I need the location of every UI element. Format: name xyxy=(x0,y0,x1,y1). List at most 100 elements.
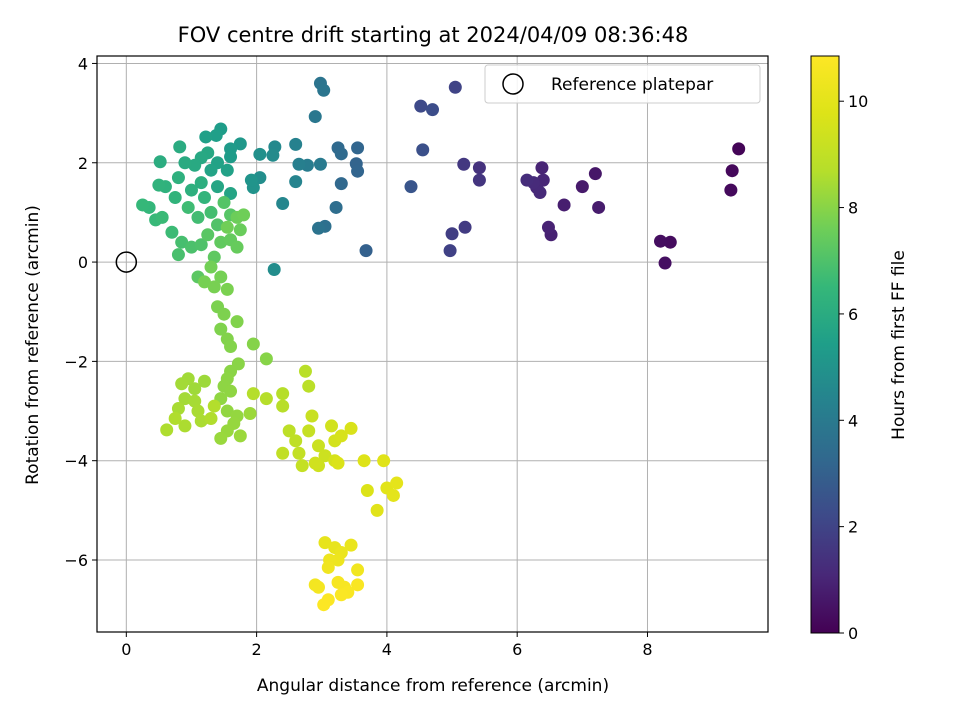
data-point xyxy=(197,275,211,289)
y-tick-label: 2 xyxy=(78,154,88,173)
data-point xyxy=(267,263,281,277)
data-point xyxy=(181,200,195,214)
data-point xyxy=(207,280,221,294)
data-point xyxy=(211,180,225,194)
x-tick-label: 6 xyxy=(512,640,522,659)
data-point xyxy=(370,503,384,517)
data-point xyxy=(313,157,327,171)
data-point xyxy=(204,205,218,219)
legend-box xyxy=(484,64,761,104)
data-point xyxy=(292,157,306,171)
data-point xyxy=(535,161,549,175)
data-point xyxy=(244,173,258,187)
data-point xyxy=(188,394,202,408)
data-point xyxy=(217,195,231,209)
y-tick-label: 0 xyxy=(78,253,88,272)
data-point xyxy=(276,446,290,460)
data-point xyxy=(178,156,192,170)
x-tick-label: 0 xyxy=(121,640,131,659)
data-point xyxy=(318,449,332,463)
legend-marker-icon xyxy=(502,73,524,95)
data-point xyxy=(211,218,225,232)
grid-lines xyxy=(97,56,768,632)
data-point xyxy=(220,404,234,418)
data-point xyxy=(426,103,439,117)
data-point xyxy=(168,411,182,425)
data-point xyxy=(724,183,738,197)
data-point xyxy=(302,379,316,393)
data-point xyxy=(414,99,428,113)
data-point xyxy=(725,164,739,178)
data-point xyxy=(243,407,257,421)
data-point xyxy=(404,180,418,194)
data-point xyxy=(233,429,247,443)
data-point xyxy=(282,424,296,438)
colorbar-tick-label: 4 xyxy=(848,411,858,430)
data-point xyxy=(325,419,339,433)
data-point xyxy=(253,147,267,161)
data-point xyxy=(194,414,208,428)
data-point xyxy=(351,141,365,155)
data-point xyxy=(160,423,174,437)
data-point xyxy=(171,402,185,416)
data-point xyxy=(194,176,208,190)
data-point xyxy=(292,446,306,460)
data-point xyxy=(237,208,251,222)
data-point xyxy=(311,580,325,594)
colorbar-tick-label: 8 xyxy=(848,199,858,218)
data-point xyxy=(344,421,358,435)
y-tick-label: −6 xyxy=(64,551,88,570)
y-axis-label: Rotation from reference (arcmin) xyxy=(23,205,43,485)
data-point xyxy=(230,240,244,254)
x-axis-label: Angular distance from reference (arcmin) xyxy=(257,676,609,696)
x-axis-ticks: 0 2 4 6 8 xyxy=(121,632,653,659)
colorbar: 0 2 4 6 8 10 Hours from first FF file xyxy=(810,55,909,643)
chart-title: FOV centre drift starting at 2024/04/09 … xyxy=(178,23,689,47)
legend: Reference platepar xyxy=(484,64,761,104)
data-point xyxy=(386,488,400,502)
data-point xyxy=(178,392,192,406)
data-point xyxy=(191,210,205,224)
data-point xyxy=(289,137,303,151)
y-tick-label: −4 xyxy=(64,452,88,471)
data-points xyxy=(136,76,746,612)
colorbar-tick-label: 2 xyxy=(848,518,858,537)
data-point xyxy=(184,183,198,197)
data-point xyxy=(289,434,303,448)
data-point xyxy=(188,158,202,172)
data-point xyxy=(136,198,150,212)
data-point xyxy=(173,140,187,154)
data-point xyxy=(359,244,373,258)
data-point xyxy=(224,150,238,164)
colorbar-tick-label: 0 xyxy=(848,624,858,643)
data-point xyxy=(259,392,273,406)
legend-label: Reference platepar xyxy=(551,75,713,95)
data-point xyxy=(533,186,547,200)
data-point xyxy=(334,429,348,443)
data-point xyxy=(458,220,472,234)
data-point xyxy=(658,256,672,270)
data-point xyxy=(214,322,228,336)
data-point xyxy=(334,177,348,191)
data-point xyxy=(443,244,457,258)
data-point xyxy=(178,419,192,433)
data-point xyxy=(445,227,459,241)
colorbar-label: Hours from first FF file xyxy=(889,250,909,440)
data-point xyxy=(220,220,234,234)
data-point xyxy=(207,399,221,413)
data-point xyxy=(246,387,260,401)
data-point xyxy=(308,110,322,124)
data-point xyxy=(302,424,316,438)
data-point xyxy=(220,163,234,177)
data-point xyxy=(329,200,343,214)
data-point xyxy=(214,270,228,284)
data-point xyxy=(588,167,602,181)
data-point xyxy=(377,454,391,468)
data-point xyxy=(295,459,309,473)
data-point xyxy=(351,563,365,577)
data-point xyxy=(224,384,238,398)
data-point xyxy=(188,382,202,396)
y-axis-ticks: −6 −4 −2 0 2 4 xyxy=(64,54,97,570)
data-point xyxy=(197,374,211,388)
